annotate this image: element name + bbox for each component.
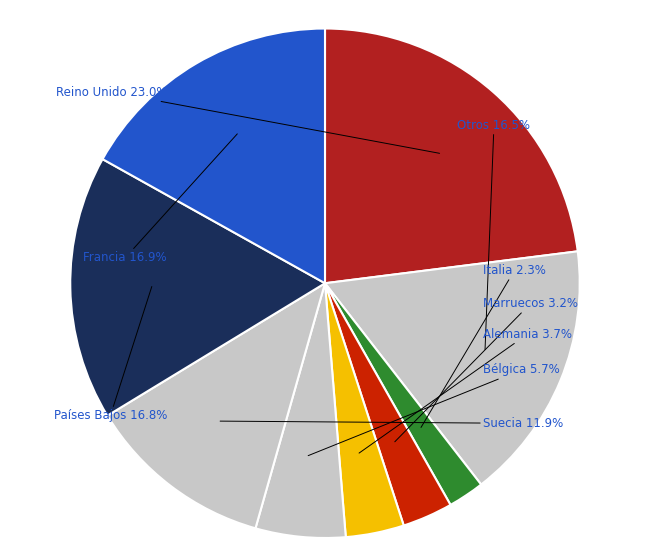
Wedge shape xyxy=(325,283,481,505)
Wedge shape xyxy=(107,283,325,529)
Wedge shape xyxy=(103,29,325,283)
Text: Marruecos 3.2%: Marruecos 3.2% xyxy=(395,297,578,442)
Wedge shape xyxy=(255,283,346,538)
Text: Antas  -  Turistas extranjeros según país  -  Agosto de 2024: Antas - Turistas extranjeros según país … xyxy=(109,13,541,29)
Text: Alemania 3.7%: Alemania 3.7% xyxy=(359,328,572,453)
Text: Reino Unido 23.0%: Reino Unido 23.0% xyxy=(55,86,439,153)
Text: Otros 16.5%: Otros 16.5% xyxy=(458,119,530,350)
Wedge shape xyxy=(325,29,578,283)
Wedge shape xyxy=(325,251,580,485)
Text: Países Bajos 16.8%: Países Bajos 16.8% xyxy=(54,287,167,422)
Text: Bélgica 5.7%: Bélgica 5.7% xyxy=(308,364,560,455)
Text: Suecia 11.9%: Suecia 11.9% xyxy=(220,417,563,430)
Wedge shape xyxy=(325,283,450,525)
Wedge shape xyxy=(325,283,404,537)
Wedge shape xyxy=(70,159,325,416)
Text: Francia 16.9%: Francia 16.9% xyxy=(83,134,237,265)
Text: http://www.foro-ciudad.com: http://www.foro-ciudad.com xyxy=(486,532,630,543)
Text: Italia 2.3%: Italia 2.3% xyxy=(421,264,546,427)
